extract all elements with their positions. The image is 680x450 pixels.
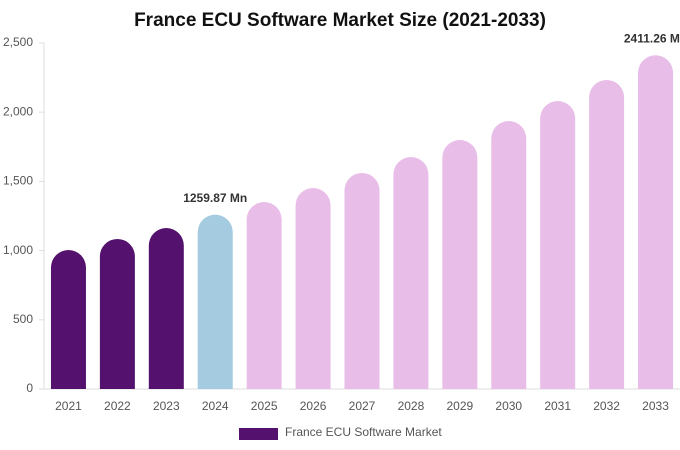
chart-title: France ECU Software Market Size (2021-20… [134,10,546,31]
bar [540,100,576,390]
bar [99,238,135,389]
x-tick-label: 2021 [55,399,82,413]
y-tick-label: 1,000 [3,243,33,257]
x-tick-label: 2029 [446,399,473,413]
data-label: 1259.87 Mn [183,191,247,205]
x-tick-label: 2027 [349,399,376,413]
legend-swatch [239,428,278,440]
bar [491,121,527,389]
x-tick-label: 2026 [300,399,327,413]
bar [638,55,674,389]
x-tick-label: 2028 [398,399,425,413]
y-tick-label: 1,500 [3,174,33,188]
x-tick-label: 2033 [642,399,669,413]
legend-label: France ECU Software Market [285,425,442,439]
bar [50,250,86,389]
x-tick-label: 2030 [495,399,522,413]
bar [197,214,233,389]
bar [344,172,380,389]
x-tick-label: 2032 [593,399,620,413]
data-label: 2411.26 Mn [624,31,680,45]
bar [148,228,184,389]
x-tick-label: 2022 [104,399,131,413]
bar [442,140,478,389]
y-tick-label: 2,500 [3,35,33,49]
x-tick-label: 2025 [251,399,278,413]
y-tick-label: 2,000 [3,104,33,118]
bar [246,202,282,389]
x-tick-label: 2024 [202,399,229,413]
x-tick-label: 2023 [153,399,180,413]
y-tick-label: 0 [26,381,33,395]
x-tick-label: 2031 [544,399,571,413]
bar [295,188,331,389]
bar [589,79,625,390]
y-tick-label: 500 [13,312,33,326]
bar [393,157,429,389]
